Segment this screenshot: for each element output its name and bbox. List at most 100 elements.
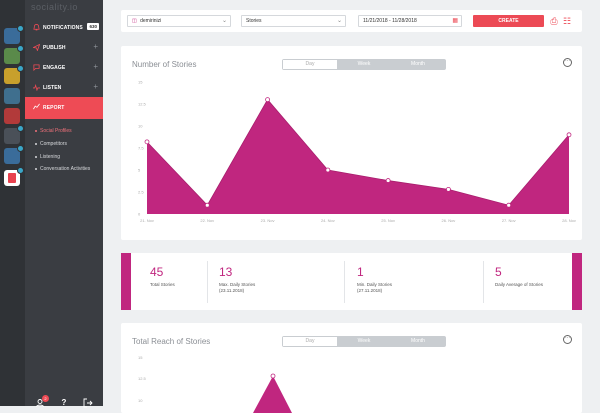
data-point <box>385 178 391 183</box>
y-tick: 10 <box>138 398 143 403</box>
stat-total-stories: 45 Total Stories <box>150 265 180 288</box>
data-point <box>144 139 150 145</box>
y-tick: 12.5 <box>138 376 146 381</box>
stat-label: Daily Average of Stories <box>495 282 543 287</box>
expand-plus-icon[interactable]: + <box>93 62 98 71</box>
data-point <box>566 132 572 138</box>
date-range-picker[interactable]: 11/21/2018 - 11/28/2018 ▦ <box>358 15 462 27</box>
metric-select-value: Stories <box>246 18 262 24</box>
stories-area <box>147 99 569 214</box>
stats-summary-card: 45 Total Stories 13 Max. Daily Stories (… <box>121 253 582 310</box>
chart-title: Number of Stories <box>132 60 197 69</box>
data-point <box>265 97 270 102</box>
report-sub-conversation-activities[interactable]: Conversation Activities <box>35 166 90 172</box>
workspace-avatar-active[interactable] <box>4 167 24 186</box>
period-week[interactable]: Week <box>337 60 391 69</box>
reach-chart-card: Total Reach of Stories Day Week Month ··… <box>121 323 582 413</box>
more-options-icon[interactable]: ··· <box>563 58 572 67</box>
user-icon[interactable]: 2 <box>35 395 49 408</box>
period-month[interactable]: Month <box>391 337 445 346</box>
chart-icon <box>33 103 40 110</box>
x-tick-label: 23. Nov <box>261 218 275 223</box>
y-tick-label: 10 <box>138 124 143 129</box>
x-tick-label: 25. Nov <box>381 218 395 223</box>
report-sub-social-profiles[interactable]: Social Profiles <box>35 128 72 134</box>
chevron-down-icon: ⌄ <box>221 18 227 24</box>
stat-value: 1 <box>357 265 364 279</box>
nav-label: REPORT <box>43 105 65 111</box>
send-icon <box>33 44 40 51</box>
stories-area-chart: 15 12.5 10 7.5 5 2.5 021. Nov 22. Nov 23. Nov 24.… <box>138 80 576 224</box>
x-tick-label: 27. Nov <box>502 218 516 223</box>
export-icon[interactable]: ⎙ <box>550 16 558 26</box>
bell-icon <box>33 24 40 31</box>
create-button[interactable]: CREATE <box>473 15 544 27</box>
stories-chart-card: Number of Stories Day Week Month ··· 15 1… <box>121 46 582 240</box>
reach-point <box>270 373 276 379</box>
x-tick-label: 26. Nov <box>442 218 456 223</box>
workspace-avatar-2[interactable] <box>4 45 24 64</box>
y-tick-label: 12.5 <box>138 102 147 107</box>
instagram-icon: ◫ <box>132 18 137 24</box>
workspace-avatar-3[interactable] <box>4 65 24 84</box>
y-tick-label: 0 <box>138 212 141 217</box>
chevron-down-icon: ⌄ <box>336 18 342 24</box>
nav-publish[interactable]: PUBLISH + <box>25 40 103 56</box>
nav-engage[interactable]: ENGAGE + <box>25 60 103 76</box>
data-point <box>446 186 451 192</box>
stat-label: Total Stories <box>150 282 175 287</box>
stat-label: Max. Daily Stories (23.11.2018) <box>219 282 256 293</box>
stat-label: Min. Daily Stories (27.11.2018) <box>357 282 393 293</box>
calendar-icon: ▦ <box>452 18 458 24</box>
account-select[interactable]: ◫ demirinizi ⌄ <box>127 15 231 27</box>
workspace-avatar-6[interactable] <box>4 125 24 144</box>
stat-value: 13 <box>219 265 233 279</box>
data-point <box>204 202 210 208</box>
y-tick-label: 5 <box>138 168 141 173</box>
workspace-avatar-4[interactable] <box>4 88 20 104</box>
divider <box>207 261 208 303</box>
sub-label: Social Profiles <box>40 128 72 134</box>
date-range-value: 11/21/2018 - 11/28/2018 <box>363 18 417 24</box>
expand-plus-icon[interactable]: + <box>93 42 98 51</box>
account-select-value: demirinizi <box>140 18 162 24</box>
report-sub-competitors[interactable]: Competitors <box>35 141 67 147</box>
stats-accent-right <box>572 253 582 310</box>
x-tick-label: 28. Nov <box>562 218 576 223</box>
period-week[interactable]: Week <box>337 337 391 346</box>
divider <box>483 261 484 303</box>
workspace-avatar-1[interactable] <box>4 25 24 44</box>
period-day[interactable]: Day <box>283 337 337 346</box>
more-options-icon[interactable]: ··· <box>563 335 572 344</box>
nav-report[interactable]: REPORT <box>25 97 103 119</box>
expand-plus-icon[interactable]: + <box>93 82 98 91</box>
nav-listen[interactable]: LISTEN + <box>25 80 103 96</box>
help-icon[interactable]: ? <box>61 398 67 407</box>
nav-notifications[interactable]: NOTIFICATIONS 630 <box>25 20 103 36</box>
y-tick: 15 <box>138 355 143 360</box>
period-day[interactable]: Day <box>283 60 337 69</box>
notification-count-badge: 630 <box>87 23 99 30</box>
sub-label: Listening <box>40 154 61 160</box>
user-notification-badge: 2 <box>42 395 49 402</box>
chat-icon <box>33 64 40 71</box>
sub-label: Conversation Activities <box>40 166 91 172</box>
x-tick-label: 22. Nov <box>200 218 214 223</box>
period-month[interactable]: Month <box>391 60 445 69</box>
data-point <box>325 167 331 173</box>
reach-area <box>253 376 292 413</box>
stats-accent-left <box>121 253 131 310</box>
stat-value: 45 <box>150 265 164 279</box>
data-point <box>506 202 512 208</box>
logout-icon[interactable] <box>83 398 93 408</box>
workspace-avatar-5[interactable] <box>4 108 20 124</box>
stat-value: 5 <box>495 265 502 279</box>
metric-select[interactable]: Stories ⌄ <box>241 15 346 27</box>
workspace-rail <box>0 0 25 406</box>
nav-label: NOTIFICATIONS <box>43 25 83 31</box>
report-settings-icon[interactable]: ☷ <box>562 16 572 26</box>
divider <box>344 261 345 303</box>
stories-line <box>146 98 570 206</box>
workspace-avatar-7[interactable] <box>4 145 24 164</box>
report-sub-listening[interactable]: Listening <box>35 154 60 160</box>
